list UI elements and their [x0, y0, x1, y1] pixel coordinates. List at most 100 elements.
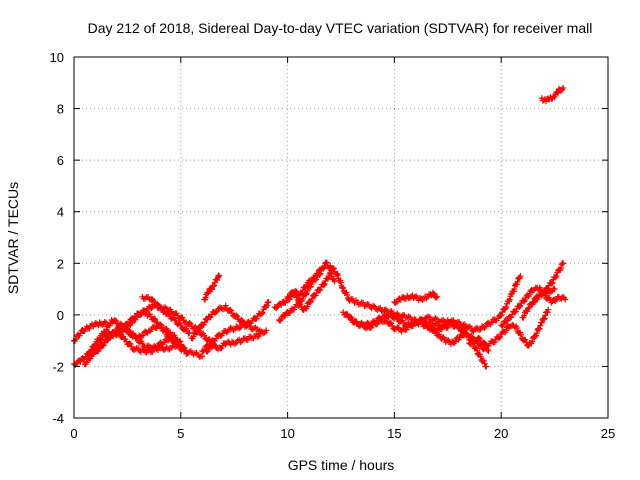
y-tick-label: 6 [57, 153, 64, 168]
data-point [278, 316, 285, 323]
data-point [318, 265, 325, 272]
data-point [540, 316, 547, 323]
data-point [304, 287, 311, 294]
data-point [461, 329, 468, 336]
x-tick-label: 20 [494, 426, 508, 441]
data-point [216, 273, 223, 280]
x-tick-label: 15 [387, 426, 401, 441]
data-point [281, 313, 288, 320]
data-point [133, 314, 140, 321]
series-track-h [188, 302, 263, 342]
data-point [476, 335, 483, 342]
data-point [96, 345, 103, 352]
series-track-i [199, 298, 272, 355]
data-point [286, 292, 293, 299]
data-point [431, 327, 438, 334]
data-point [197, 325, 204, 332]
data-point [226, 306, 233, 313]
data-point [175, 343, 182, 350]
data-point [214, 277, 221, 284]
data-point [202, 294, 209, 301]
data-point [544, 309, 551, 316]
data-point [89, 347, 96, 354]
data-point [307, 299, 314, 306]
x-axis-label: GPS time / hours [288, 457, 395, 473]
data-point [299, 290, 306, 297]
data-point [477, 353, 484, 360]
data-point [320, 282, 327, 289]
data-point [253, 315, 260, 322]
data-point [126, 340, 133, 347]
data-point [516, 303, 523, 310]
data-point [128, 320, 135, 327]
data-point [139, 332, 146, 339]
data-point [511, 286, 518, 293]
series-track-t [444, 273, 524, 335]
data-point [529, 338, 536, 345]
data-point [101, 318, 108, 325]
data-point [468, 339, 475, 346]
data-point [373, 321, 380, 328]
data-point [139, 340, 146, 347]
data-point [210, 283, 217, 290]
data-point [362, 302, 369, 309]
y-tick-label: -2 [52, 359, 64, 374]
data-point [323, 259, 330, 266]
data-point [536, 325, 543, 332]
data-point [298, 290, 305, 297]
data-point [190, 333, 197, 340]
data-point [551, 94, 558, 101]
data-point [258, 310, 265, 317]
data-point [263, 302, 270, 309]
plot-frame [73, 56, 609, 419]
data-point [148, 305, 155, 312]
x-tick-label: 10 [280, 426, 294, 441]
series-track-g [139, 293, 218, 349]
data-point [90, 345, 97, 352]
data-point [145, 327, 152, 334]
data-point [152, 316, 159, 323]
data-point [344, 291, 351, 298]
y-tick-label: 10 [50, 50, 64, 65]
data-point [157, 322, 164, 329]
data-point [273, 305, 280, 312]
data-point [174, 342, 181, 349]
data-point [558, 264, 565, 271]
series-track-j [203, 327, 270, 355]
data-point [98, 336, 105, 343]
data-point [127, 329, 134, 336]
data-point [172, 317, 179, 324]
data-point [186, 319, 193, 326]
data-point [207, 313, 214, 320]
data-point [405, 313, 412, 320]
data-point [541, 315, 548, 322]
data-point [538, 319, 545, 326]
data-point [485, 347, 492, 354]
data-point [148, 296, 155, 303]
data-point [127, 341, 134, 348]
data-point [430, 326, 437, 333]
y-axis-label: SDTVAR / TECUs [5, 182, 21, 294]
y-tick-label: 4 [57, 205, 64, 220]
y-tick-label: 0 [57, 308, 64, 323]
x-tick-label: 25 [601, 426, 615, 441]
data-point [491, 338, 498, 345]
data-point [321, 280, 328, 287]
data-point [113, 318, 120, 325]
data-point [433, 294, 440, 301]
data-point [325, 274, 332, 281]
data-point [303, 282, 310, 289]
data-point [153, 318, 160, 325]
data-point [387, 319, 394, 326]
chart-title: Day 212 of 2018, Sidereal Day-to-day VTE… [88, 20, 593, 36]
data-point [387, 310, 394, 317]
series-track-u [466, 306, 552, 350]
data-point [340, 285, 347, 292]
data-point [521, 312, 528, 319]
data-point [475, 334, 482, 341]
data-point [177, 322, 184, 329]
data-point [551, 286, 558, 293]
data-point [186, 329, 193, 336]
data-point [308, 278, 315, 285]
data-point [407, 322, 414, 329]
